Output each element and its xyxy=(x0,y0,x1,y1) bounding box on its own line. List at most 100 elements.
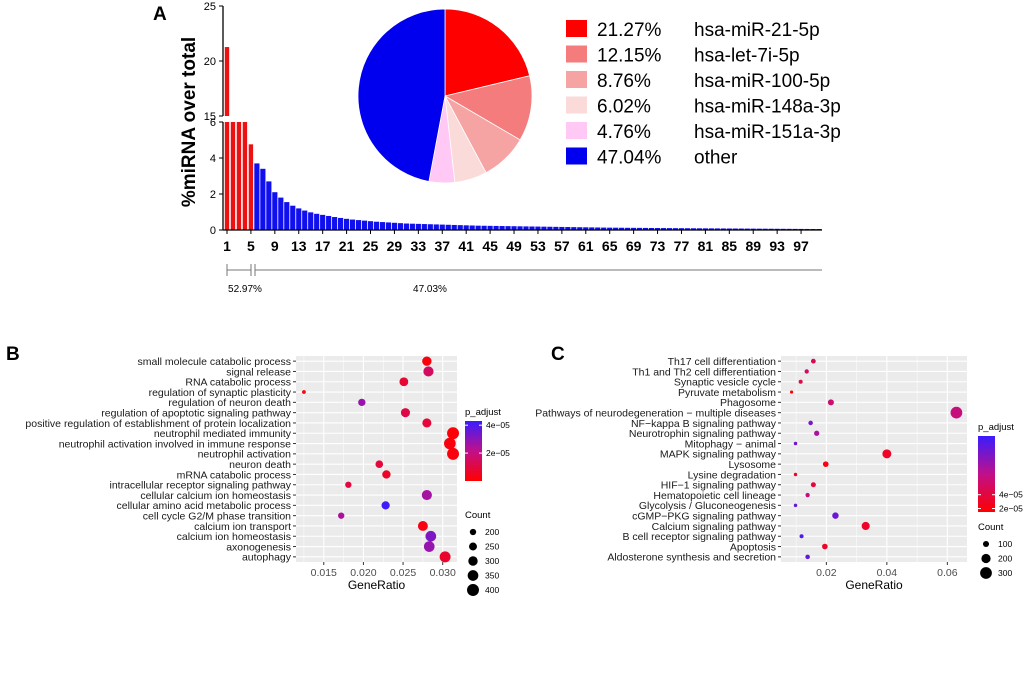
y-tick-label: 6 xyxy=(210,117,216,129)
size-legend-dot xyxy=(980,567,992,579)
data-point xyxy=(827,399,834,406)
bar-87 xyxy=(738,228,744,230)
data-point xyxy=(822,543,828,550)
x-tick-label: 93 xyxy=(769,238,785,254)
bar-26 xyxy=(373,221,380,230)
color-legend-label: 4e−05 xyxy=(999,490,1023,500)
legend-mirna-name: hsa-let-7i-5p xyxy=(694,46,800,67)
bar-65 xyxy=(607,227,613,230)
bar-50 xyxy=(517,226,523,230)
pie-slice-1 xyxy=(444,8,531,97)
bar-46 xyxy=(493,225,499,230)
x-tick-label: 97 xyxy=(793,238,809,254)
legend-mirna-name: hsa-miR-151a-3p xyxy=(694,122,841,143)
bar-28 xyxy=(385,222,392,230)
bar-90 xyxy=(756,228,762,230)
bar-49 xyxy=(511,226,517,230)
x-tick-label: 37 xyxy=(434,238,450,254)
term-label: positive regulation of establishment of … xyxy=(25,418,291,430)
bar-58 xyxy=(565,227,571,230)
data-point xyxy=(345,481,352,488)
data-point xyxy=(805,492,810,498)
size-legend-dot xyxy=(468,556,478,566)
pie-slice-2 xyxy=(443,75,533,141)
bar-17 xyxy=(320,214,326,230)
bar-19 xyxy=(332,217,338,230)
data-point xyxy=(808,420,813,426)
term-label: Synaptic vesicle cycle xyxy=(674,377,776,389)
term-label: axonogenesis xyxy=(226,541,291,553)
bar-81 xyxy=(702,228,708,230)
term-label: MAPK signaling pathway xyxy=(660,449,777,461)
bar-64 xyxy=(601,227,607,230)
data-point xyxy=(421,489,432,501)
legend-swatch xyxy=(566,147,587,165)
term-label: RNA catabolic process xyxy=(185,377,291,389)
x-tick-label: 5 xyxy=(247,238,255,254)
x-tick-label: 45 xyxy=(482,238,498,254)
bar-30 xyxy=(397,223,403,230)
bar-42 xyxy=(469,225,475,230)
bar-56 xyxy=(553,226,559,230)
bar-69 xyxy=(631,227,637,230)
bar-89 xyxy=(750,228,756,230)
bar-12 xyxy=(290,205,296,230)
x-axis-title: GeneRatio xyxy=(348,578,406,592)
bar-25 xyxy=(367,221,374,230)
size-legend-label: 250 xyxy=(485,542,499,552)
bar-52 xyxy=(529,226,535,230)
x-tick-label: 61 xyxy=(578,238,594,254)
legend-percent: 6.02% xyxy=(597,97,651,118)
data-point xyxy=(423,366,434,377)
x-tick-label: 0.04 xyxy=(877,567,898,579)
y-tick-label: 2 xyxy=(210,189,216,201)
bracket-rest-label: 47.03% xyxy=(413,284,447,295)
data-point xyxy=(861,521,870,531)
color-legend-label: 4e−05 xyxy=(486,420,510,430)
x-tick-label: 33 xyxy=(411,238,427,254)
legend-mirna-name: hsa-miR-100-5p xyxy=(694,71,830,92)
term-label: Hematopoietic cell lineage xyxy=(653,490,776,502)
bar-61 xyxy=(583,227,589,230)
bar-57 xyxy=(559,226,565,230)
bar-47 xyxy=(499,226,505,230)
bar-67 xyxy=(619,227,625,230)
panel-b-letter: B xyxy=(6,344,20,365)
x-tick-label: 0.020 xyxy=(350,567,376,579)
bar-78 xyxy=(684,228,691,230)
x-tick-label: 73 xyxy=(650,238,666,254)
bar-71 xyxy=(643,227,649,230)
pie-slice-6 xyxy=(357,8,446,182)
bar-40 xyxy=(457,225,463,230)
bar-31 xyxy=(403,223,409,230)
bar-72 xyxy=(648,227,655,230)
data-point xyxy=(882,449,892,459)
data-point xyxy=(793,503,798,508)
term-label: B cell receptor signaling pathway xyxy=(622,531,776,543)
data-point xyxy=(422,356,432,366)
y-tick-label: 0 xyxy=(210,225,216,237)
size-legend-dot xyxy=(981,553,991,564)
data-point xyxy=(417,520,428,531)
bar-11 xyxy=(284,202,290,230)
bar-45 xyxy=(487,225,493,230)
data-point xyxy=(399,377,409,387)
data-point xyxy=(832,512,839,519)
bar-6 xyxy=(254,163,260,230)
size-legend-title: Count xyxy=(978,522,1004,533)
x-tick-label: 13 xyxy=(291,238,307,254)
bar-29 xyxy=(391,222,398,230)
legend-swatch xyxy=(566,122,587,139)
bar-33 xyxy=(415,223,421,230)
term-label: signal release xyxy=(226,366,291,378)
data-point xyxy=(822,461,829,467)
term-label: regulation of synaptic plasticity xyxy=(149,387,292,399)
bar-66 xyxy=(613,227,619,230)
data-point xyxy=(381,501,390,510)
term-label: neutrophil mediated immunity xyxy=(154,428,292,440)
data-point xyxy=(400,408,410,418)
data-point xyxy=(425,530,437,542)
term-label: cellular calcium ion homeostasis xyxy=(140,490,291,502)
bar-85 xyxy=(726,228,732,230)
x-tick-label: 89 xyxy=(745,238,761,254)
